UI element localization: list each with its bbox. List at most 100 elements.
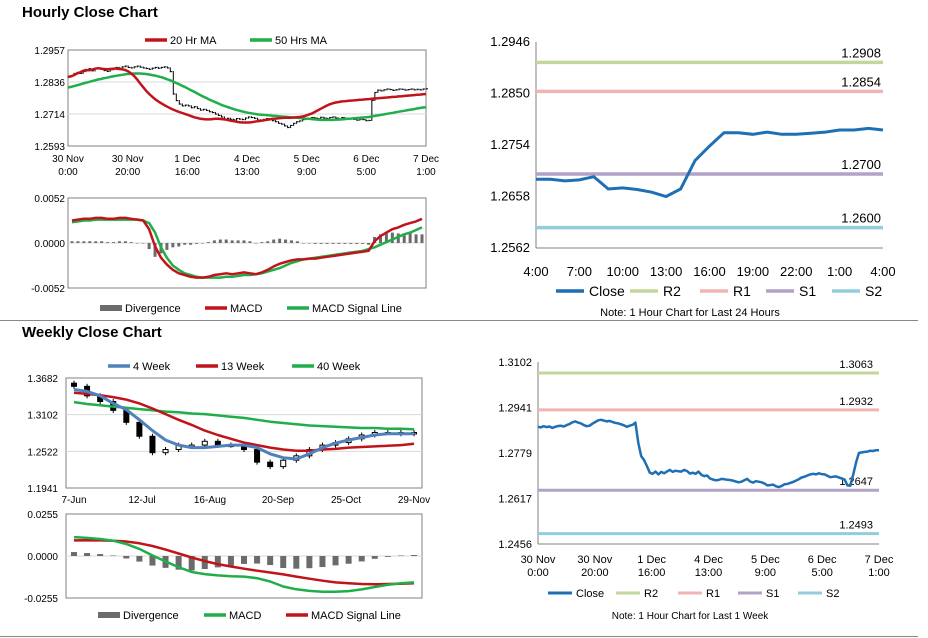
x-tick-label: 7 Dec [865,554,894,566]
legend-ma50: 50 Hrs MA [275,35,328,47]
divergence-bar [136,556,143,562]
divergence-bar [272,239,276,243]
divergence-bar [106,242,110,243]
legend-s2: S2 [865,283,882,299]
price-candle-body [201,440,208,446]
x-tick-label: 9:00 [297,167,317,178]
price-candle-body [267,461,274,468]
legend-ma40: 40 Week [317,361,361,373]
x-tick-label: 25-Oct [331,495,361,506]
divergence-bar [280,556,287,569]
level-label-r2: 1.2908 [841,45,881,60]
legend-ma13: 13 Week [221,361,265,373]
price-candle-body [358,434,365,440]
y-tick-label: 1.2617 [498,494,532,506]
x-tick-label: 16:00 [638,567,666,579]
divergence-bar [94,241,98,243]
close-line [537,418,879,489]
ma20-line [67,66,427,124]
legend-divergence: Divergence [125,303,181,315]
legend-macd: MACD [230,303,262,315]
level-label-s1: 1.2647 [839,476,873,488]
macd-line [73,535,415,593]
x-tick-label: 5 Dec [294,154,320,165]
divergence-bar [411,555,417,556]
divergence-bar [88,241,92,243]
price-candle-body [149,435,156,454]
y-tick-label: 0.0052 [34,194,65,205]
x-tick-label: 4 Dec [234,154,260,165]
divergence-bar [141,243,145,244]
x-tick-label: 29-Nov [398,495,430,506]
price-candle-body [293,455,300,461]
divergence-bar [390,232,394,243]
price-candle-body [214,440,221,446]
divergence-bar [112,242,116,243]
signal-line [71,218,423,279]
divergence-bar [345,556,352,564]
y-tick-label: 1.2941 [498,403,532,415]
divergence-bar [349,243,353,244]
divergence-bar [195,243,199,244]
legend-signal: MACD Signal Line [312,303,402,315]
divergence-bar [414,234,418,243]
divergence-bar [361,243,365,244]
divergence-bar [153,243,157,257]
divergence-bar [254,243,258,244]
divergence-bar [129,242,133,243]
divergence-bar [214,556,221,568]
divergence-bar [313,243,317,244]
legend-r1: R1 [706,588,720,600]
divergence-bar [162,556,169,568]
divergence-bar [306,556,313,569]
divergence-bar [371,556,378,559]
chart-note: Note: 1 Hour Chart for Last 24 Hours [600,307,780,319]
divergence-bar [384,556,391,557]
divergence-bar [397,555,404,557]
divergence-bar [177,243,181,247]
y-tick-label: 1.2522 [27,447,58,458]
y-tick-label: -0.0052 [31,284,65,295]
x-tick-label: 7-Jun [61,495,86,506]
price-candle-body [188,444,195,448]
y-tick-label: 1.2754 [490,137,530,152]
price-candle-body [162,449,169,454]
divergence-bar [378,234,382,243]
divergence-bar [201,243,205,244]
divergence-bar [147,243,151,250]
ma13-line [73,391,415,453]
divergence-bar [149,556,156,566]
ma50-line [67,72,427,122]
price-candle-body [332,442,339,446]
legend-ma4: 4 Week [133,361,171,373]
x-tick-label: 13:00 [234,167,259,178]
x-tick-label: 1:00 [416,167,436,178]
x-tick-label: 20:00 [581,567,609,579]
legend-s1: S1 [766,588,779,600]
divergence-bar [236,240,240,243]
divergence-bar [70,241,74,243]
y-tick-label: 1.2957 [34,46,65,57]
x-tick-label: 0:00 [58,167,78,178]
divergence-bar [332,556,339,566]
divergence-bar [218,239,222,243]
legend-r2: R2 [663,283,681,299]
x-tick-label: 9:00 [755,567,776,579]
divergence-bar [241,556,247,564]
divergence-bar [123,241,127,243]
bottom-divider [0,636,918,637]
price-candle-body [306,449,313,457]
macd-line [71,216,423,279]
y-tick-label: 1.2850 [490,86,530,101]
legend-ma20: 20 Hr MA [170,35,217,47]
legend-s1: S1 [799,283,816,299]
level-label-r1: 1.2854 [841,74,881,89]
x-tick-label: 30 Nov [521,554,556,566]
price-candle-body [123,409,130,423]
divergence-bar [110,555,117,557]
x-tick-label: 6 Dec [808,554,837,566]
y-tick-label: 1.3682 [27,374,58,385]
y-tick-label: 1.2779 [498,448,532,460]
legend-macd: MACD [229,610,261,622]
